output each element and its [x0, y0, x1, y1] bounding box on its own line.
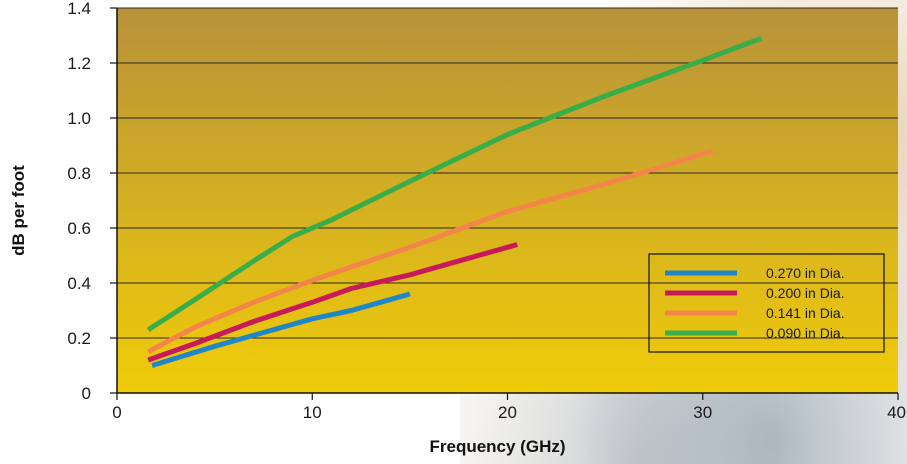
y-tick-label: 0.2	[67, 329, 91, 348]
legend-label: 0.141 in Dia.	[766, 305, 845, 321]
series-line	[146, 35, 763, 332]
y-axis-title: dB per foot	[9, 165, 28, 256]
x-axis-title: Frequency (GHz)	[429, 437, 565, 456]
y-tick-label: 1.0	[67, 109, 91, 128]
x-tick-label: 20	[498, 403, 517, 422]
y-tick-label: 1.2	[67, 54, 91, 73]
legend-label: 0.270 in Dia.	[766, 265, 845, 281]
x-tick-label: 30	[693, 403, 712, 422]
tick-labels: 0 0.2 0.4 0.6 0.8 1.0 1.2 1.4 0 10 20 30 40	[67, 0, 906, 422]
plot-area	[117, 8, 898, 393]
y-tick-label: 0	[82, 384, 91, 403]
series-line	[147, 242, 518, 363]
y-tick-label: 0.6	[67, 219, 91, 238]
legend-box	[648, 253, 885, 353]
y-tick-label: 0.4	[67, 274, 91, 293]
series-lines	[146, 35, 763, 368]
y-tick-label: 1.4	[67, 0, 91, 18]
x-tick-label: 10	[303, 403, 322, 422]
series-line	[151, 291, 411, 368]
y-tick-label: 0.8	[67, 164, 91, 183]
legend-label: 0.200 in Dia.	[766, 285, 845, 301]
axes	[110, 7, 899, 400]
x-tick-label: 0	[112, 403, 121, 422]
series-line	[147, 148, 714, 355]
legend-label: 0.090 in Dia.	[766, 325, 845, 341]
x-tick-label: 40	[887, 403, 906, 422]
legend: 0.270 in Dia. 0.200 in Dia. 0.141 in Dia. 0…	[648, 253, 885, 353]
